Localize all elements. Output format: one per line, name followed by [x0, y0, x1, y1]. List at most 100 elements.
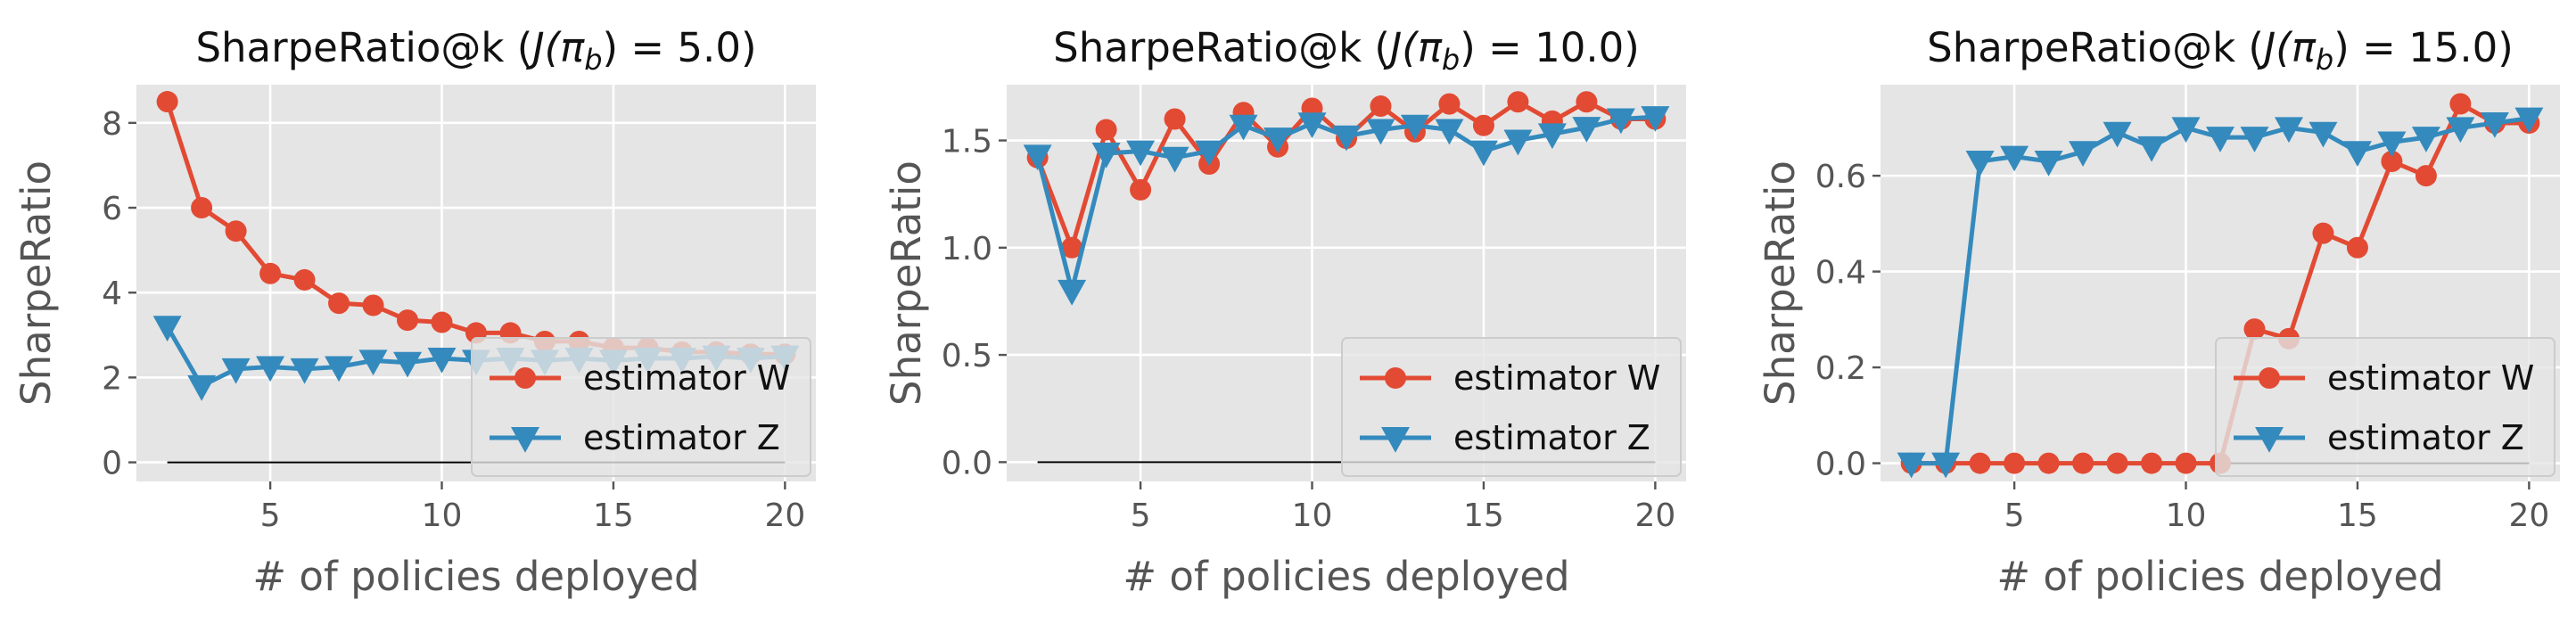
data-point — [2106, 452, 2128, 474]
y-axis-label: SharpeRatio — [1757, 160, 1804, 406]
data-point — [1332, 125, 1361, 152]
data-point — [293, 268, 316, 291]
data-point — [1061, 236, 1083, 259]
data-point — [2206, 127, 2234, 152]
title-subscript: b — [584, 43, 602, 77]
x-tick-label: 20 — [764, 497, 805, 534]
y-tick-label: 1.0 — [942, 231, 992, 267]
data-point — [2103, 121, 2132, 148]
y-tick-label: 2 — [102, 360, 122, 397]
legend-marker — [511, 427, 539, 453]
data-point — [2000, 145, 2029, 172]
legend-label: estimator W — [2327, 358, 2534, 398]
data-point — [225, 220, 247, 243]
data-point — [2381, 150, 2403, 172]
data-point — [1503, 129, 1533, 156]
data-point — [325, 356, 354, 382]
data-point — [1091, 142, 1121, 169]
data-point — [1435, 119, 1464, 145]
data-point — [2004, 452, 2026, 474]
data-point — [1897, 452, 1926, 479]
chart-panel-3: 5 10 15 20 0.0 0.2 0.4 0.6 # of policies deploye… — [1757, 24, 2560, 600]
data-point — [1229, 114, 1258, 141]
legend-label: estimator Z — [583, 418, 780, 457]
data-point — [2312, 222, 2334, 244]
x-tick-label: 5 — [1131, 497, 1151, 534]
legend-marker — [2255, 427, 2284, 453]
series-2 — [1897, 107, 2544, 479]
x-tick-label: 10 — [2166, 497, 2207, 534]
data-point — [2309, 121, 2338, 148]
data-point — [259, 262, 282, 284]
data-point — [1370, 95, 1392, 118]
y-axis-label: SharpeRatio — [883, 160, 930, 406]
y-tick-label: 0.5 — [942, 338, 992, 374]
y-tick-label: 8 — [102, 106, 122, 143]
data-point — [1606, 108, 1635, 135]
legend-frame — [2215, 337, 2555, 477]
title-text: SharpeRatio@k ( — [1053, 24, 1390, 71]
title-math: J(π — [525, 24, 585, 71]
data-point — [2342, 141, 2372, 168]
y-tick-label: 4 — [102, 275, 122, 312]
legend-marker — [2259, 367, 2280, 389]
legend-marker — [514, 367, 536, 389]
data-point — [1130, 178, 1152, 201]
x-tick-label: 15 — [1463, 497, 1504, 534]
x-tick-label: 20 — [1634, 497, 1675, 534]
data-point — [2446, 117, 2475, 144]
data-point — [2514, 107, 2544, 134]
data-point — [191, 197, 213, 219]
data-point — [2175, 452, 2197, 474]
x-tick-label: 10 — [1292, 497, 1333, 534]
x-tick-label: 15 — [2337, 497, 2378, 534]
data-point — [362, 294, 384, 316]
x-tick-label: 10 — [422, 497, 463, 534]
legend: estimator W estimator Z — [471, 337, 811, 477]
data-point — [1438, 93, 1461, 115]
legend-marker — [1385, 367, 1406, 389]
data-point — [1160, 146, 1189, 173]
legend-label: estimator Z — [1453, 418, 1650, 457]
data-point — [256, 356, 285, 382]
x-axis-label: # of policies deployed — [252, 553, 699, 600]
data-point — [2243, 318, 2266, 341]
data-point — [2037, 452, 2060, 474]
data-point — [1058, 279, 1087, 306]
data-point — [1576, 91, 1598, 113]
data-point — [2411, 127, 2440, 152]
chart-title: SharpeRatio@k (J(πb) = 10.0) — [1053, 24, 1640, 77]
title-math: J(π — [2257, 24, 2317, 71]
legend-label: estimator W — [1453, 358, 1660, 398]
data-point — [290, 358, 319, 384]
data-point — [2072, 452, 2095, 474]
series-2 — [1023, 106, 1670, 306]
y-axis-label: SharpeRatio — [12, 160, 60, 406]
data-point — [2034, 150, 2063, 177]
data-point — [1931, 452, 1961, 479]
data-point — [1366, 119, 1395, 145]
data-point — [156, 91, 178, 113]
data-point — [1969, 452, 1991, 474]
title-subscript: b — [1442, 43, 1460, 77]
x-tick-label: 15 — [593, 497, 634, 534]
data-point — [1023, 144, 1052, 171]
data-point — [1572, 117, 1601, 143]
data-point — [2274, 117, 2303, 144]
legend-label: estimator Z — [2327, 418, 2524, 457]
title-text: SharpeRatio@k ( — [195, 24, 532, 71]
data-point — [1400, 114, 1429, 141]
x-axis-label: # of policies deployed — [1996, 553, 2443, 600]
y-tick-label: 0 — [102, 446, 122, 482]
data-point — [393, 351, 423, 378]
legend: estimator W estimator Z — [1341, 337, 1682, 477]
chart-title: SharpeRatio@k (J(πb) = 5.0) — [195, 24, 756, 77]
data-point — [152, 316, 182, 342]
data-point — [2240, 127, 2269, 152]
data-point — [1537, 123, 1567, 150]
data-point — [397, 309, 419, 332]
y-tick-label: 1.5 — [942, 124, 992, 160]
chart-panel-1: 5 10 15 20 0 2 4 6 8 # of policies deployed Sharpe… — [12, 24, 816, 600]
